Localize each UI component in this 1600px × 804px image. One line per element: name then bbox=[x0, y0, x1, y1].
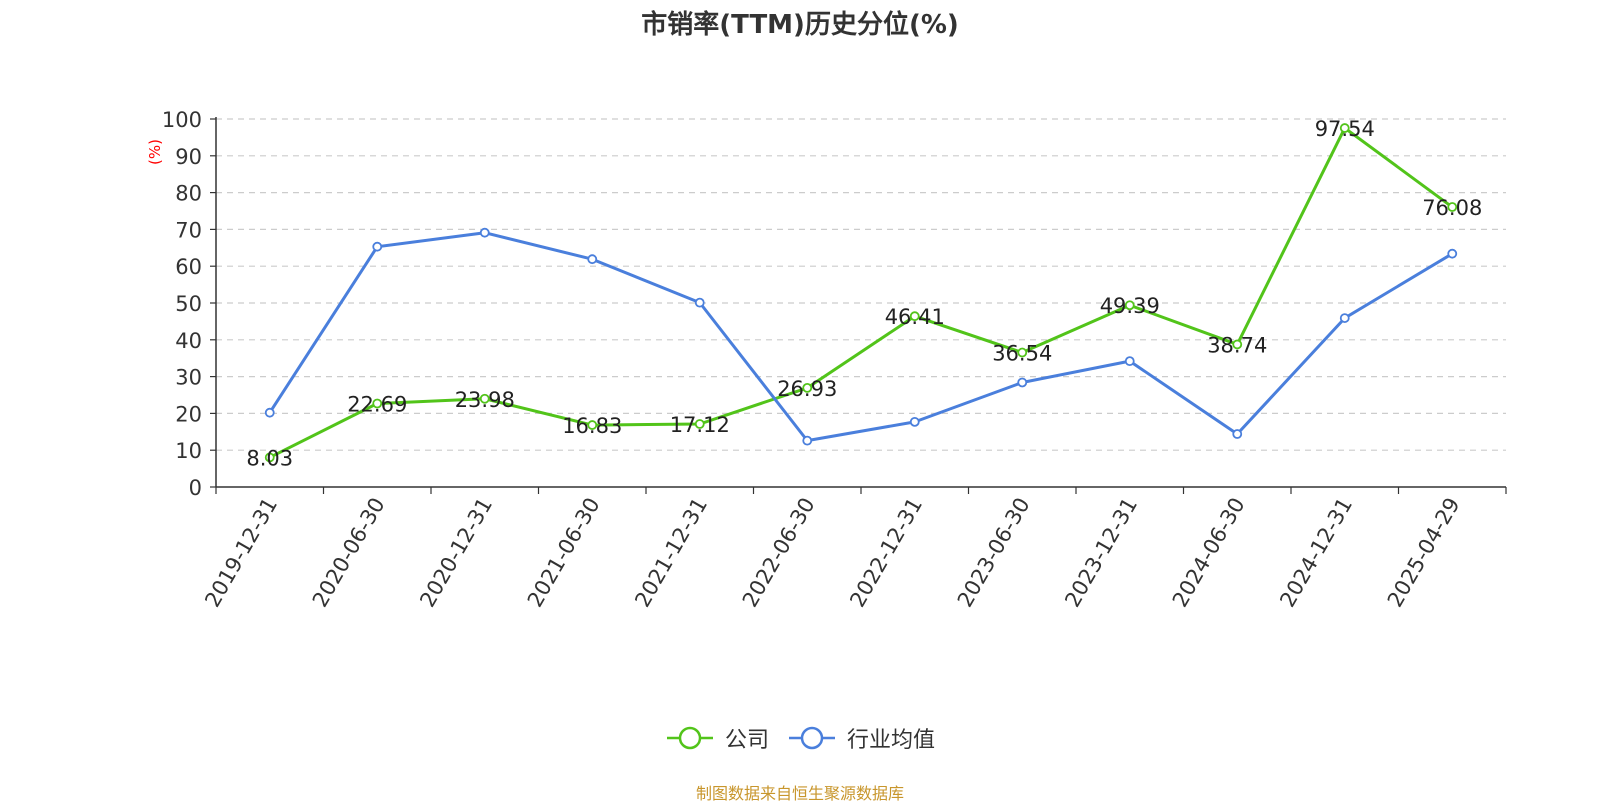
data-source-note: 制图数据来自恒生聚源数据库 bbox=[695, 784, 904, 803]
company-data-label: 97.54 bbox=[1315, 117, 1375, 141]
x-tick-label: 2019-12-31 bbox=[200, 494, 282, 612]
data-labels: 8.03 22.69 23.98 16.83 17.12 26.93 46.41 36.54 4… bbox=[246, 117, 1482, 470]
legend-industry-label: 行业均值 bbox=[847, 728, 936, 753]
gridlines bbox=[216, 118, 1506, 451]
company-data-point bbox=[264, 452, 275, 463]
company-data-point bbox=[694, 419, 705, 429]
y-tick-label: 40 bbox=[175, 329, 202, 353]
company-data-point bbox=[909, 311, 920, 322]
y-tick-label: 10 bbox=[175, 439, 202, 463]
company-data-label: 36.54 bbox=[992, 342, 1052, 366]
x-tick-label: 2022-06-30 bbox=[738, 494, 820, 612]
company-data-label: 16.83 bbox=[562, 414, 622, 438]
company-data-label: 38.74 bbox=[1207, 333, 1267, 357]
legend-company-line-icon bbox=[666, 726, 713, 750]
company-data-label: 17.12 bbox=[670, 413, 730, 437]
x-tick-label: 2023-06-30 bbox=[953, 494, 1035, 612]
y-axis-label: (%) bbox=[146, 139, 164, 165]
x-tick-label: 2025-04-29 bbox=[1383, 494, 1465, 612]
y-tick-label: 30 bbox=[175, 366, 202, 390]
legend-company-label: 公司 bbox=[724, 728, 769, 753]
company-data-label: 76.08 bbox=[1422, 196, 1482, 220]
industry-average-data-point bbox=[694, 297, 705, 308]
industry-average-series-line bbox=[268, 231, 1454, 443]
x-tick-label: 2020-06-30 bbox=[308, 494, 390, 612]
industry-average-data-point bbox=[802, 435, 813, 446]
company-data-point bbox=[1339, 123, 1350, 133]
series-lines bbox=[264, 123, 1458, 463]
company-data-point bbox=[1447, 202, 1458, 212]
legend-item-industry-average[interactable]: 行业均值 bbox=[787, 722, 935, 754]
company-data-label: 8.03 bbox=[246, 446, 293, 470]
x-tick-label: 2023-12-31 bbox=[1060, 494, 1142, 612]
industry-average-data-point bbox=[1339, 313, 1350, 323]
y-tick-label: 50 bbox=[175, 292, 202, 316]
y-tick-label: 20 bbox=[175, 402, 202, 426]
industry-average-data-point bbox=[1017, 377, 1028, 388]
company-data-point bbox=[479, 393, 490, 404]
legend-item-company[interactable]: 公司 bbox=[665, 722, 769, 754]
company-series-line bbox=[269, 126, 1454, 459]
y-tick-label: 60 bbox=[175, 255, 202, 279]
industry-average-data-point bbox=[264, 407, 275, 418]
company-data-point bbox=[1232, 339, 1243, 350]
company-data-label: 46.41 bbox=[885, 305, 945, 329]
axes: 0 10 20 30 40 50 60 70 80 90 100 (%) 2019-12-31 2020-… bbox=[146, 108, 1507, 612]
industry-average-data-point bbox=[1447, 248, 1458, 259]
y-tick-label: 100 bbox=[162, 108, 202, 132]
company-data-label: 23.98 bbox=[455, 388, 515, 412]
legend: 公司 行业均值 bbox=[0, 722, 1600, 754]
y-tick-label: 90 bbox=[175, 145, 202, 169]
industry-average-data-point bbox=[372, 241, 383, 252]
x-tick-label: 2020-12-31 bbox=[415, 494, 497, 612]
company-data-point bbox=[1124, 300, 1135, 311]
company-data-point bbox=[1017, 347, 1028, 358]
y-tick-label: 0 bbox=[189, 476, 202, 500]
x-tick-label: 2021-12-31 bbox=[630, 494, 712, 612]
industry-average-data-point bbox=[587, 254, 598, 265]
x-tick-label: 2021-06-30 bbox=[523, 494, 605, 612]
industry-average-data-point bbox=[909, 416, 920, 427]
industry-average-data-point bbox=[1232, 429, 1243, 439]
y-tick-label: 70 bbox=[175, 218, 202, 242]
company-data-label: 49.39 bbox=[1100, 294, 1160, 318]
industry-average-data-point bbox=[1124, 356, 1135, 367]
y-tick-label: 80 bbox=[175, 182, 202, 206]
x-tick-label: 2024-06-30 bbox=[1168, 494, 1250, 612]
industry-average-data-point bbox=[479, 227, 490, 238]
x-tick-label: 2022-12-31 bbox=[845, 494, 927, 612]
company-data-point bbox=[802, 382, 813, 393]
legend-industry-line-icon bbox=[789, 726, 835, 750]
company-data-label: 22.69 bbox=[347, 393, 407, 417]
x-tick-label: 2024-12-31 bbox=[1275, 494, 1357, 612]
company-data-point bbox=[587, 420, 598, 430]
company-data-point bbox=[372, 398, 383, 409]
chart-title: 市销率(TTM)历史分位(%) bbox=[641, 10, 959, 40]
company-data-label: 26.93 bbox=[777, 377, 837, 401]
